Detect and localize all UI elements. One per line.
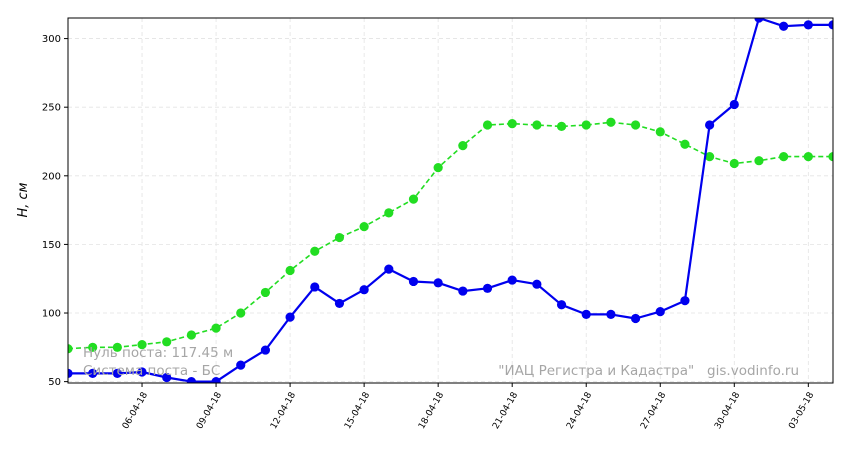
- series-2-point: [606, 309, 616, 319]
- series-2-point: [507, 275, 517, 285]
- series-2-point: [162, 372, 172, 383]
- series-1-point: [310, 246, 320, 256]
- series-1-point: [433, 162, 443, 173]
- x-tick-label: 06-04-18: [121, 390, 150, 431]
- series-2-point: [705, 120, 715, 130]
- series-2-point: [137, 367, 147, 377]
- series-1-point: [88, 342, 98, 352]
- series-1-point: [705, 151, 715, 162]
- series-2-point: [803, 20, 813, 30]
- series-2-point: [729, 99, 739, 110]
- series-1-point: [556, 121, 567, 132]
- series-1-point: [384, 208, 394, 218]
- series-layer: [68, 18, 833, 383]
- series-2-point: [581, 309, 591, 319]
- series-2-point: [556, 300, 567, 310]
- x-tick-label: 18-04-18: [417, 390, 446, 431]
- series-2-point: [334, 298, 345, 309]
- x-tick-label: 21-04-18: [491, 390, 520, 431]
- series-1-point: [606, 117, 616, 127]
- series-1-point: [779, 151, 789, 162]
- series-2-point: [680, 296, 690, 306]
- series-2-point: [384, 264, 394, 274]
- series-2-point: [630, 313, 641, 324]
- series-1-point: [137, 339, 147, 350]
- series-1-point: [507, 119, 517, 129]
- y-tick-label: 250: [42, 103, 61, 114]
- series-2-point: [458, 286, 468, 296]
- plot-frame: [67, 17, 834, 384]
- y-tick-label: 300: [42, 34, 61, 45]
- height-system-annotation: Система поста - БС: [83, 363, 220, 379]
- series-2-point: [236, 360, 246, 370]
- series-1-point: [68, 344, 73, 354]
- series-2-point: [433, 278, 443, 288]
- series-2: [68, 18, 833, 383]
- series-1-point: [803, 151, 813, 162]
- series-1-point: [285, 265, 295, 276]
- series-1-point: [581, 120, 591, 130]
- y-tick-label: 100: [42, 309, 61, 320]
- series-2-point: [408, 276, 419, 287]
- series-1-point: [532, 120, 542, 130]
- series-2-point: [260, 345, 271, 355]
- series-1: [68, 117, 833, 354]
- series-1-point: [186, 330, 196, 340]
- series-1-point: [680, 139, 690, 149]
- x-tick-label: 03-05-18: [787, 390, 816, 431]
- x-tick-label: 30-04-18: [713, 390, 742, 431]
- x-axis: 06-04-18 09-04-18 12-04-18 15-04-18 18-04-18…: [121, 383, 817, 431]
- y-tick-label: 150: [42, 240, 61, 251]
- series-1-point: [260, 287, 271, 298]
- series-1-point: [112, 342, 122, 352]
- series-2-point: [359, 285, 369, 295]
- y-axis: 50 100 150 200 250 300: [42, 34, 68, 388]
- series-2-point: [828, 20, 833, 30]
- series-2-point: [285, 312, 295, 322]
- x-tick-label: 24-04-18: [565, 390, 594, 431]
- series-2-point: [112, 368, 122, 378]
- series-2-point: [532, 279, 542, 289]
- series-2-point: [482, 283, 493, 293]
- series-1-point: [630, 120, 641, 130]
- series-1-point: [729, 158, 739, 169]
- series-1-point: [655, 127, 665, 137]
- series-2-point: [186, 377, 196, 383]
- y-tick-label: 200: [42, 171, 61, 182]
- x-tick-label: 12-04-18: [269, 390, 298, 431]
- series-1-point: [408, 194, 419, 204]
- zero-line-annotation: Нуль поста: 117.45 м: [83, 345, 233, 361]
- x-tick-label: 27-04-18: [639, 390, 668, 431]
- series-2-point: [310, 282, 320, 292]
- series-1-point: [162, 337, 172, 347]
- series-1-point: [828, 151, 833, 162]
- series-2-point: [779, 21, 789, 31]
- series-1-point: [754, 156, 764, 166]
- series-2-point: [68, 368, 73, 378]
- series-2-point: [655, 307, 665, 317]
- x-tick-label: 09-04-18: [195, 390, 224, 431]
- series-2-point: [88, 368, 98, 378]
- series-1-point: [458, 141, 468, 151]
- y-axis-label: H, см: [16, 182, 31, 217]
- series-1-point: [211, 323, 221, 333]
- y-tick-label: 50: [48, 377, 61, 388]
- x-tick-label: 15-04-18: [343, 390, 372, 431]
- series-1-point: [359, 221, 369, 232]
- series-1-point: [482, 120, 493, 130]
- plot-background: [68, 18, 833, 383]
- grid: [68, 18, 833, 383]
- series-1-point: [334, 232, 345, 243]
- series-2-point: [754, 18, 764, 23]
- source-annotation: "ИАЦ Регистра и Кадастра" gis.vodinfo.ru: [498, 363, 799, 379]
- series-2-point: [211, 377, 221, 383]
- series-1-point: [236, 308, 246, 318]
